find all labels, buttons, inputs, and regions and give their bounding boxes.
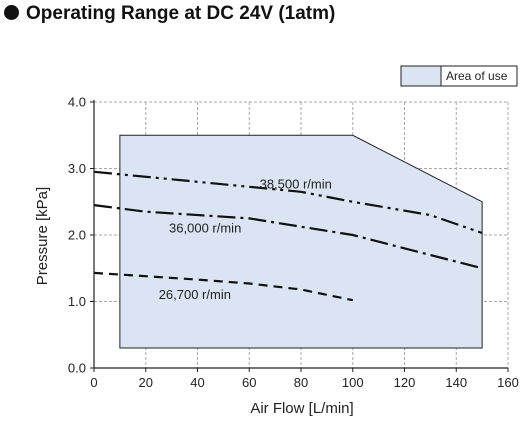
y-tick-label: 0.0 — [68, 361, 86, 376]
x-tick-label: 140 — [445, 375, 467, 390]
y-tick-label: 3.0 — [68, 161, 86, 176]
legend-swatch — [400, 65, 442, 87]
series-line-1 — [93, 204, 483, 270]
x-tick-label: 0 — [90, 375, 97, 390]
tick-labels: 0 20 40 60 80 100 120 140 160 0.0 1.0 2.0 3.0 4.0 — [68, 95, 519, 391]
y-axis-label: Pressure [kPa] — [34, 187, 51, 285]
x-tick-label: 80 — [294, 375, 308, 390]
series-label: 36,000 r/min — [169, 220, 241, 235]
y-tick-label: 1.0 — [68, 294, 86, 309]
series-group — [93, 170, 483, 302]
y-tick-label: 4.0 — [68, 95, 86, 110]
series-label: 26,700 r/min — [159, 287, 231, 302]
area-of-use-region — [119, 134, 483, 349]
x-tick-label: 20 — [139, 375, 153, 390]
legend-label-box — [440, 65, 518, 87]
legend-label: Area of use — [446, 69, 508, 83]
series-label: 38,500 r/min — [260, 176, 332, 191]
x-axis-label: Air Flow [L/min] — [250, 400, 353, 417]
legend: Area of use — [400, 65, 518, 87]
series-line-0 — [93, 170, 483, 235]
series-line-2 — [93, 271, 354, 302]
x-tick-label: 160 — [497, 375, 519, 390]
x-tick-label: 40 — [190, 375, 204, 390]
x-tick-label: 120 — [394, 375, 416, 390]
area-of-use — [119, 134, 483, 349]
x-tick-label: 100 — [342, 375, 364, 390]
chart-title-text: Operating Range at DC 24V (1atm) — [26, 3, 336, 24]
series-labels: 38,500 r/min 36,000 r/min 26,700 r/min — [159, 176, 332, 301]
axes — [90, 100, 509, 372]
chart-title: Operating Range at DC 24V (1atm) — [4, 3, 335, 25]
bullet-icon — [4, 5, 19, 20]
y-tick-label: 2.0 — [68, 228, 86, 243]
x-tick-label: 60 — [242, 375, 256, 390]
